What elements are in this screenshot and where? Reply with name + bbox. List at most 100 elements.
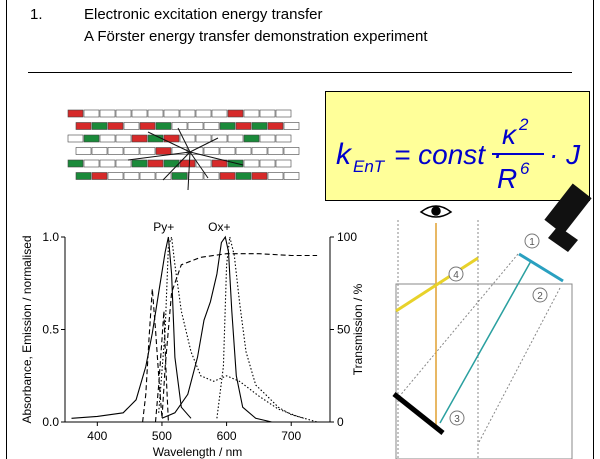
svg-text:4: 4 — [453, 270, 459, 281]
lattice-cell — [195, 109, 212, 118]
lattice-cell — [131, 159, 148, 168]
lattice-cell — [203, 122, 220, 130]
lattice-cell — [91, 172, 108, 180]
lattice-cell — [67, 134, 84, 143]
formula-k: k — [336, 138, 353, 171]
header-divider — [28, 72, 572, 73]
y-left-tick-label: 0.5 — [42, 323, 59, 337]
lattice-cell — [163, 109, 180, 118]
y-left-tick-label: 1.0 — [42, 230, 59, 244]
marker-1 — [524, 233, 540, 249]
mirror — [392, 392, 445, 435]
lattice-cell — [147, 109, 164, 118]
lattice-cell — [267, 172, 284, 180]
peak-label: Py+ — [153, 220, 174, 234]
lattice-cell — [179, 134, 196, 143]
lattice-cell — [275, 134, 292, 143]
svg-text:1: 1 — [529, 237, 535, 248]
lattice-cell — [179, 159, 196, 168]
lattice-cell — [219, 122, 236, 130]
lattice-cell — [195, 159, 212, 168]
formula-den-exp: 6 — [520, 159, 530, 178]
lattice-cell — [83, 109, 100, 118]
formula-eq: = const · — [394, 139, 502, 170]
y-right-tick-label: 0 — [337, 415, 344, 429]
y-right-tick-label: 100 — [337, 230, 357, 244]
slide-frame — [6, 0, 594, 459]
lattice-cell — [147, 159, 164, 168]
lattice-cell — [267, 147, 284, 155]
lattice-cell — [259, 134, 276, 143]
transfer-arrows — [127, 127, 244, 191]
lattice-cell — [147, 134, 164, 143]
lattice-cell — [171, 172, 188, 180]
lattice-cell — [107, 122, 124, 130]
lattice-cell — [155, 122, 172, 130]
spectrum-chart: 400 500 600 700 0.0 0.5 1.0 0 50 100 Wavelength / … — [20, 220, 365, 459]
formula-num-exp: 2 — [518, 115, 529, 134]
lattice-cell — [243, 109, 260, 118]
formula-k-sub: EnT — [353, 157, 386, 176]
x-tick-label: 500 — [152, 429, 172, 443]
lattice-cell — [259, 159, 276, 168]
lattice-cell — [251, 147, 268, 155]
filter-bar — [395, 256, 479, 313]
formula-tail: · J — [549, 139, 581, 170]
lattice-cell — [131, 109, 148, 118]
transfer-arrow — [187, 151, 191, 191]
lattice-cell — [139, 147, 156, 155]
marker-4 — [448, 266, 464, 282]
lattice-cell — [67, 159, 84, 168]
lattice-cell — [251, 172, 268, 180]
lattice-cell — [243, 159, 260, 168]
lattice-cell — [259, 109, 276, 118]
svg-text:3: 3 — [454, 414, 460, 425]
lattice-cell — [219, 172, 236, 180]
lattice-cell — [235, 172, 252, 180]
cuvette — [395, 283, 573, 459]
x-tick-label: 400 — [87, 429, 107, 443]
lattice-cell — [75, 147, 92, 155]
slide-title: Electronic excitation energy transfer — [84, 6, 323, 23]
lattice-cell — [115, 109, 132, 118]
lattice-cell — [67, 109, 84, 118]
marker-3 — [449, 410, 465, 426]
lattice-cell — [243, 134, 260, 143]
series-line-2 — [161, 235, 272, 423]
lattice-cell — [283, 122, 300, 130]
lattice-cell — [195, 134, 212, 143]
transfer-arrow — [189, 137, 219, 153]
lattice-cell — [275, 159, 292, 168]
transfer-arrow — [189, 151, 244, 166]
forster-formula: k EnT = const · κ 2 R 6 · J — [336, 115, 581, 194]
y-left-tick-label: 0.0 — [42, 415, 59, 429]
lattice-cell — [203, 147, 220, 155]
lattice-cell — [107, 147, 124, 155]
lattice-cell — [187, 172, 204, 180]
lattice-cell — [107, 172, 124, 180]
lattice-cell — [235, 147, 252, 155]
lattice-cell — [211, 159, 228, 168]
lattice-cell — [75, 172, 92, 180]
lattice-cell — [219, 147, 236, 155]
lattice-cell — [267, 122, 284, 130]
lattice-cell — [235, 122, 252, 130]
y-right-axis-label: Transmission / % — [351, 283, 365, 375]
lattice-cell — [139, 122, 156, 130]
lattice-cell — [83, 159, 100, 168]
eye-icon — [419, 205, 453, 218]
lattice-cell — [99, 134, 116, 143]
series-line-3 — [158, 236, 318, 423]
series-line-1 — [71, 236, 192, 419]
lattice-cell — [283, 147, 300, 155]
formula-denominator: R — [497, 163, 517, 194]
molecule-lattice-diagram — [67, 109, 300, 191]
lattice-cell — [227, 134, 244, 143]
lattice-cell — [123, 122, 140, 130]
flashlight-icon — [544, 183, 592, 252]
lattice-cell — [163, 134, 180, 143]
y-left-axis-label: Absorbance, Emission / normalised — [20, 235, 34, 423]
series-line-5 — [142, 253, 318, 423]
x-tick-label: 700 — [281, 429, 301, 443]
blue-filter — [518, 252, 564, 283]
